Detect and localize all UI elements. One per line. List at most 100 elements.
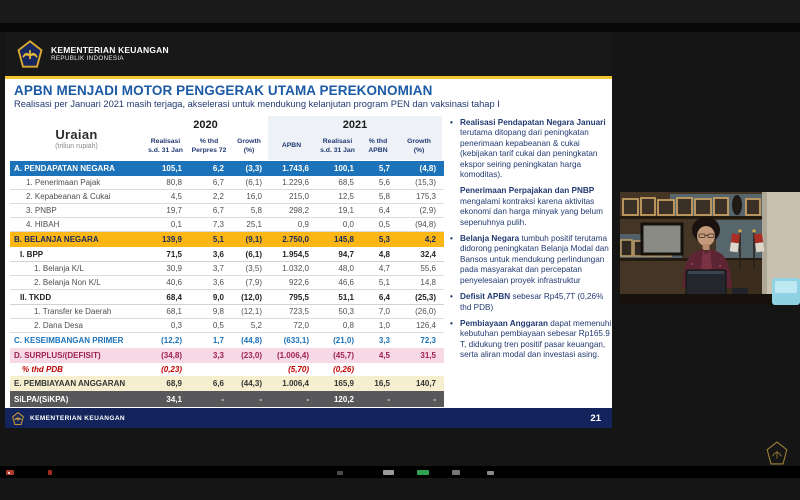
cell-value: 4,5 (170, 192, 182, 201)
table-row: SiLPA/(SiKPA) 34,1 - - - 120,2 - - (10, 391, 444, 407)
cell-value: 0,3 (170, 321, 182, 330)
row-label: 4. HIBAH (26, 220, 60, 229)
presentation-slide: KEMENTERIAN KEUANGAN REPUBLIK INDONESIA … (5, 32, 612, 428)
table-row: 4. HIBAH 0,1 7,3 25,1 0,9 0,0 0,5 (94,8) (10, 218, 444, 232)
cell-value: (15,3) (415, 178, 436, 187)
column-header: % thd Perpres 72 (191, 138, 227, 154)
bullet-marker: • (450, 292, 453, 302)
cell-value: (4,8) (419, 164, 436, 173)
table-row: C. KESEIMBANGAN PRIMER (12,2) 1,7 (44,8) (63… (10, 333, 444, 348)
cell-value: 46,6 (338, 278, 354, 287)
year-group-2021: 2021 (268, 116, 442, 133)
cell-value: (633,1) (283, 336, 309, 345)
column-header: Growth (%) (237, 138, 261, 154)
table-row: % thd PDB (0,23) (5,70) (0,26) (10, 363, 444, 376)
desk-phone (732, 288, 748, 295)
cell-value: 31,5 (420, 351, 436, 360)
table-row: D. SURPLUS/(DEFISIT) (34,8) 3,3 (23,0) (1.00… (10, 348, 444, 363)
taskbar-record-icon[interactable] (6, 470, 14, 475)
taskbar-more-icon[interactable] (487, 471, 494, 475)
slide-subtitle: Realisasi per Januari 2021 masih terjaga… (14, 99, 500, 109)
cell-value: 14,8 (420, 278, 436, 287)
cell-value: 5,1 (378, 278, 390, 287)
cell-value: (45,7) (333, 351, 354, 360)
cell-value: 1,0 (378, 321, 390, 330)
row-label: II. TKDD (20, 292, 52, 302)
slide-title: APBN MENJADI MOTOR PENGGERAK UTAMA PEREK… (14, 83, 433, 98)
cell-value: 3,7 (212, 264, 224, 273)
cell-value: - (387, 394, 390, 404)
row-label: B. BELANJA NEGARA (14, 235, 99, 244)
year-group-2020: 2020 (193, 118, 218, 131)
bullet-marker (450, 186, 456, 228)
cell-value: 68,4 (166, 292, 182, 302)
cell-value: (12,1) (241, 307, 262, 316)
cell-value: 32,4 (420, 249, 436, 259)
cell-value: 795,5 (288, 292, 309, 302)
table-row: I. BPP 71,5 3,6 (6,1) 1.954,5 94,7 4,8 32,4 (10, 247, 444, 262)
cell-value: 1.229,6 (282, 178, 309, 187)
cell-value: (94,8) (415, 220, 436, 229)
cell-value: 40,6 (166, 278, 182, 287)
row-label: C. KESEIMBANGAN PRIMER (14, 336, 124, 345)
slide-header: KEMENTERIAN KEUANGAN REPUBLIK INDONESIA (5, 32, 612, 76)
cell-value: 0,8 (342, 321, 354, 330)
cell-value: 68,1 (166, 307, 182, 316)
bullet-item: • Realisasi Pendapatan Negara Januari ter… (450, 118, 612, 180)
bullet-item: • Pembiayaan Anggaran dapat memenuhi kebu… (450, 319, 612, 361)
column-header: % thd APBN (360, 133, 396, 160)
bullet-item: Penerimaan Perpajakan dan PNBP mengalami… (450, 186, 612, 228)
slide-content: Uraian (triliun rupiah) 2020 2021 Realis… (10, 116, 612, 407)
kemenkeu-watermark-icon (766, 441, 788, 465)
taskbar-mic-icon[interactable] (383, 470, 394, 475)
bullet-text: Realisasi Pendapatan Negara Januari teru… (460, 118, 606, 180)
table-body: A. PENDAPATAN NEGARA 105,1 6,2 (3,3) 1.743,6… (10, 161, 444, 407)
row-label: A. PENDAPATAN NEGARA (14, 164, 115, 173)
row-label: 1. Penerimaan Pajak (26, 178, 101, 187)
cell-value: - (306, 394, 309, 404)
table-row: B. BELANJA NEGARA 139,9 5,1 (9,1) 2.750,0 145… (10, 232, 444, 247)
cell-value: 50,3 (338, 307, 354, 316)
bullet-marker: • (450, 118, 453, 127)
top-black-band (0, 23, 800, 32)
taskbar-share-icon[interactable] (417, 470, 429, 475)
cell-value: (3,5) (245, 264, 262, 273)
cell-value: 4,7 (378, 264, 390, 273)
cell-value: 2.750,0 (282, 235, 309, 244)
cell-value: 6,7 (212, 178, 224, 187)
cell-value: 0,9 (297, 220, 309, 229)
kemenkeu-logo-icon (17, 40, 43, 68)
column-header: APBN (268, 133, 315, 160)
column-header: Realisasi s.d. 31 Jan (148, 138, 183, 154)
cell-value: 4,5 (378, 351, 390, 360)
row-label: 2. Belanja Non K/L (34, 278, 101, 287)
cell-value: 16,0 (246, 192, 262, 201)
cell-value: (44,3) (241, 379, 262, 388)
taskbar-icon-dim[interactable] (337, 471, 343, 475)
cell-value: 9,0 (212, 292, 224, 302)
cell-value: 3,6 (212, 278, 224, 287)
cell-value: 25,1 (246, 220, 262, 229)
cell-value: (2,9) (419, 206, 436, 215)
table-row: 3. PNBP 19,7 6,7 5,8 298,2 19,1 6,4 (2,9) (10, 204, 444, 218)
cell-value: - (259, 394, 262, 404)
taskbar-video-icon[interactable] (452, 470, 460, 475)
cell-value: (44,8) (241, 336, 262, 345)
table-row: 1. Penerimaan Pajak 80,8 6,7 (6,1) 1.229,6 68… (10, 176, 444, 190)
cell-value: (26,0) (415, 307, 436, 316)
row-label: I. BPP (20, 249, 44, 259)
cell-value: 5,6 (378, 178, 390, 187)
cell-value: 3,6 (212, 249, 224, 259)
cell-value: 5,8 (378, 192, 390, 201)
cell-value: (5,70) (288, 365, 309, 374)
cell-value: 2,2 (212, 192, 224, 201)
cell-value: (3,3) (245, 164, 262, 173)
row-label: 3. PNBP (26, 206, 57, 215)
taskbar-red-icon[interactable] (48, 470, 52, 475)
cell-value: 1.032,0 (282, 264, 309, 273)
row-label: % thd PDB (22, 365, 63, 374)
cell-value: 30,9 (166, 264, 182, 273)
cell-value: 16,5 (374, 379, 390, 388)
webcam-tile[interactable] (620, 192, 800, 305)
row-label: SiLPA/(SiKPA) (14, 394, 69, 404)
